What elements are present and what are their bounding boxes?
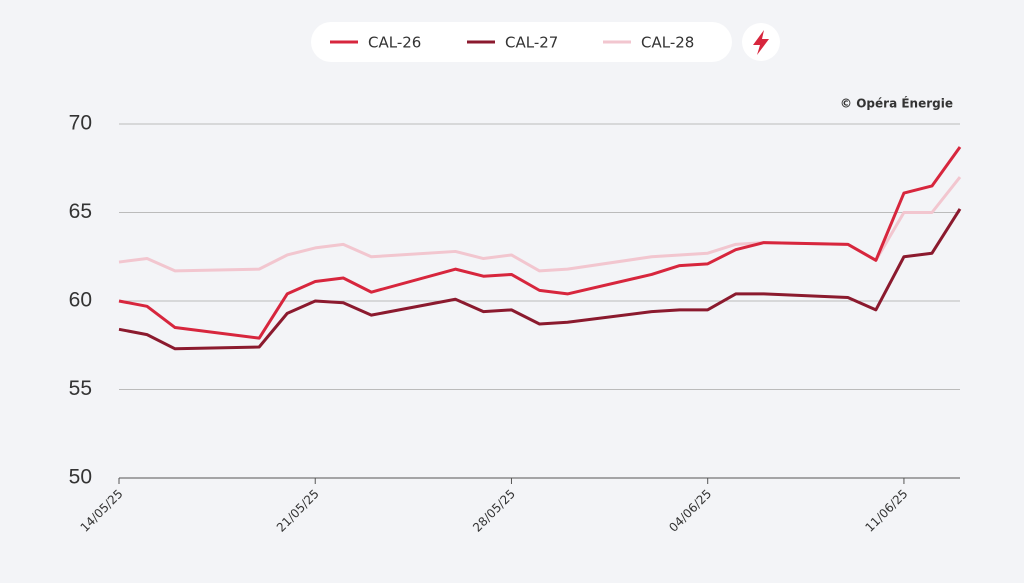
x-tick-label: 11/06/25 bbox=[863, 487, 911, 535]
x-tick-label: 28/05/25 bbox=[470, 487, 518, 535]
x-tick-label: 14/05/25 bbox=[78, 487, 126, 535]
y-tick-label: 55 bbox=[69, 377, 92, 400]
y-tick-label: 65 bbox=[69, 200, 92, 223]
series-line bbox=[118, 208, 962, 351]
y-tick-label: 50 bbox=[69, 466, 92, 489]
lightning-icon bbox=[753, 30, 769, 55]
y-tick-label: 60 bbox=[69, 289, 92, 312]
series-line bbox=[118, 176, 962, 273]
x-tick-label: 21/05/25 bbox=[274, 487, 322, 535]
legend-label[interactable]: CAL-28 bbox=[641, 34, 694, 52]
credit: © Opéra Énergie bbox=[840, 96, 953, 111]
series-line bbox=[118, 146, 962, 340]
x-tick-label: 04/06/25 bbox=[666, 487, 714, 535]
legend-label[interactable]: CAL-26 bbox=[368, 34, 421, 52]
legend-label[interactable]: CAL-27 bbox=[505, 34, 558, 52]
y-tick-label: 70 bbox=[69, 112, 92, 135]
legend-box bbox=[311, 22, 732, 62]
